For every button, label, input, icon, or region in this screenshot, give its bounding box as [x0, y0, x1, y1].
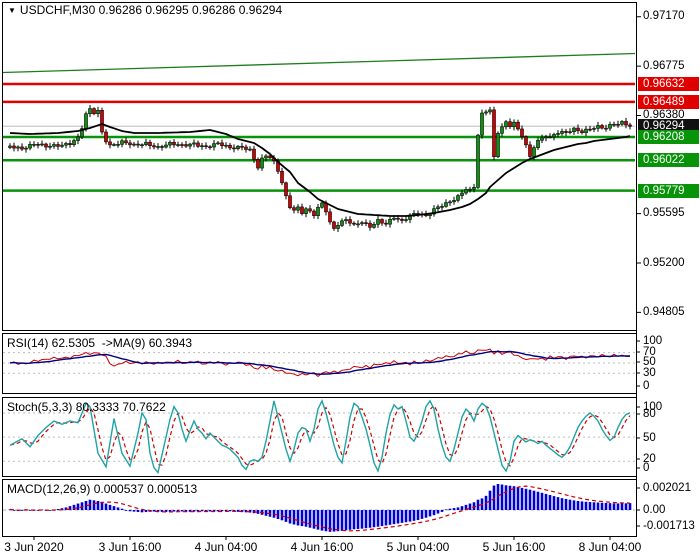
price-badge-support: 0.96208 [638, 130, 699, 144]
price-axis-label: 0.96380 [643, 109, 685, 121]
time-axis-label: 4 Jun 16:00 [290, 540, 354, 554]
symbol-timeframe-label: USDCHF,M30 [19, 3, 96, 17]
macd-axis-label: 0.002021 [643, 481, 691, 494]
price-badge-bid: 0.96294 [638, 119, 699, 134]
macd-panel-area[interactable] [3, 483, 635, 532]
stoch-axis-label: 80 [643, 407, 656, 420]
collapse-triangle-icon[interactable]: ▼ [8, 6, 16, 15]
macd-axis-label: -0.001713 [643, 519, 695, 532]
time-axis-label: 4 Jun 04:00 [194, 540, 258, 554]
ma-line[interactable] [9, 123, 631, 217]
stoch-panel-area[interactable] [3, 399, 635, 475]
quote-ohlc-values: 0.96286 0.96295 0.96286 0.96294 [98, 3, 283, 17]
chart-header: ▼ USDCHF,M30 0.96286 0.96295 0.96286 0.96… [8, 3, 282, 17]
rsi-panel[interactable] [2, 333, 637, 394]
time-axis-label: 5 Jun 04:00 [386, 540, 450, 554]
rsi-axis-label: 70 [643, 345, 656, 358]
rsi-axis-label: 100 [643, 334, 663, 347]
time-axis-label: 3 Jun 16:00 [98, 540, 162, 554]
macd-axis-label: 0.00 [643, 503, 666, 516]
price-axis-label: 0.95200 [643, 256, 685, 269]
stoch-axis-label: 0 [643, 461, 650, 474]
price-axis-label: 0.97170 [643, 10, 685, 23]
main-chart-area[interactable] [2, 52, 636, 233]
stoch-indicator-label: Stoch(5,3,3) 80.3333 70.7622 [7, 400, 166, 414]
price-badge-resistance: 0.96632 [638, 77, 699, 91]
stoch-axis-label: 20 [643, 452, 656, 465]
rsi-axis-label: 50 [643, 355, 656, 368]
rsi-axis-label: 30 [643, 366, 656, 379]
stoch-axis-label: 50 [643, 431, 656, 444]
price-badge-support: 0.95779 [638, 183, 699, 198]
rsi-panel-area[interactable] [3, 348, 635, 378]
price-badge-support: 0.96022 [638, 153, 699, 168]
time-axis-label: 8 Jun 04:00 [578, 540, 642, 554]
trendline-support[interactable] [2, 52, 636, 74]
stoch-signal-line [9, 404, 631, 467]
stoch-axis-label: 100 [643, 400, 663, 413]
rsi-indicator-label: RSI(14) 62.5305 ->MA(9) 60.3943 [7, 336, 193, 350]
time-axis-label: 3 Jun 2020 [4, 540, 64, 554]
price-badge-resistance: 0.96489 [638, 94, 699, 109]
time-axis-label: 5 Jun 16:00 [482, 540, 546, 554]
macd-signal-line [9, 485, 631, 532]
macd-indicator-label: MACD(12,26,9) 0.000537 0.000513 [7, 482, 198, 496]
price-axis-label: 0.96775 [643, 59, 685, 72]
price-axis-label: 0.95595 [643, 207, 685, 220]
price-axis-label: 0.94805 [643, 305, 685, 318]
rsi-axis-label: 0 [643, 379, 650, 392]
stoch-main-line [9, 399, 631, 475]
rsi-ma-line [9, 350, 631, 375]
main-panel[interactable] [2, 2, 637, 331]
